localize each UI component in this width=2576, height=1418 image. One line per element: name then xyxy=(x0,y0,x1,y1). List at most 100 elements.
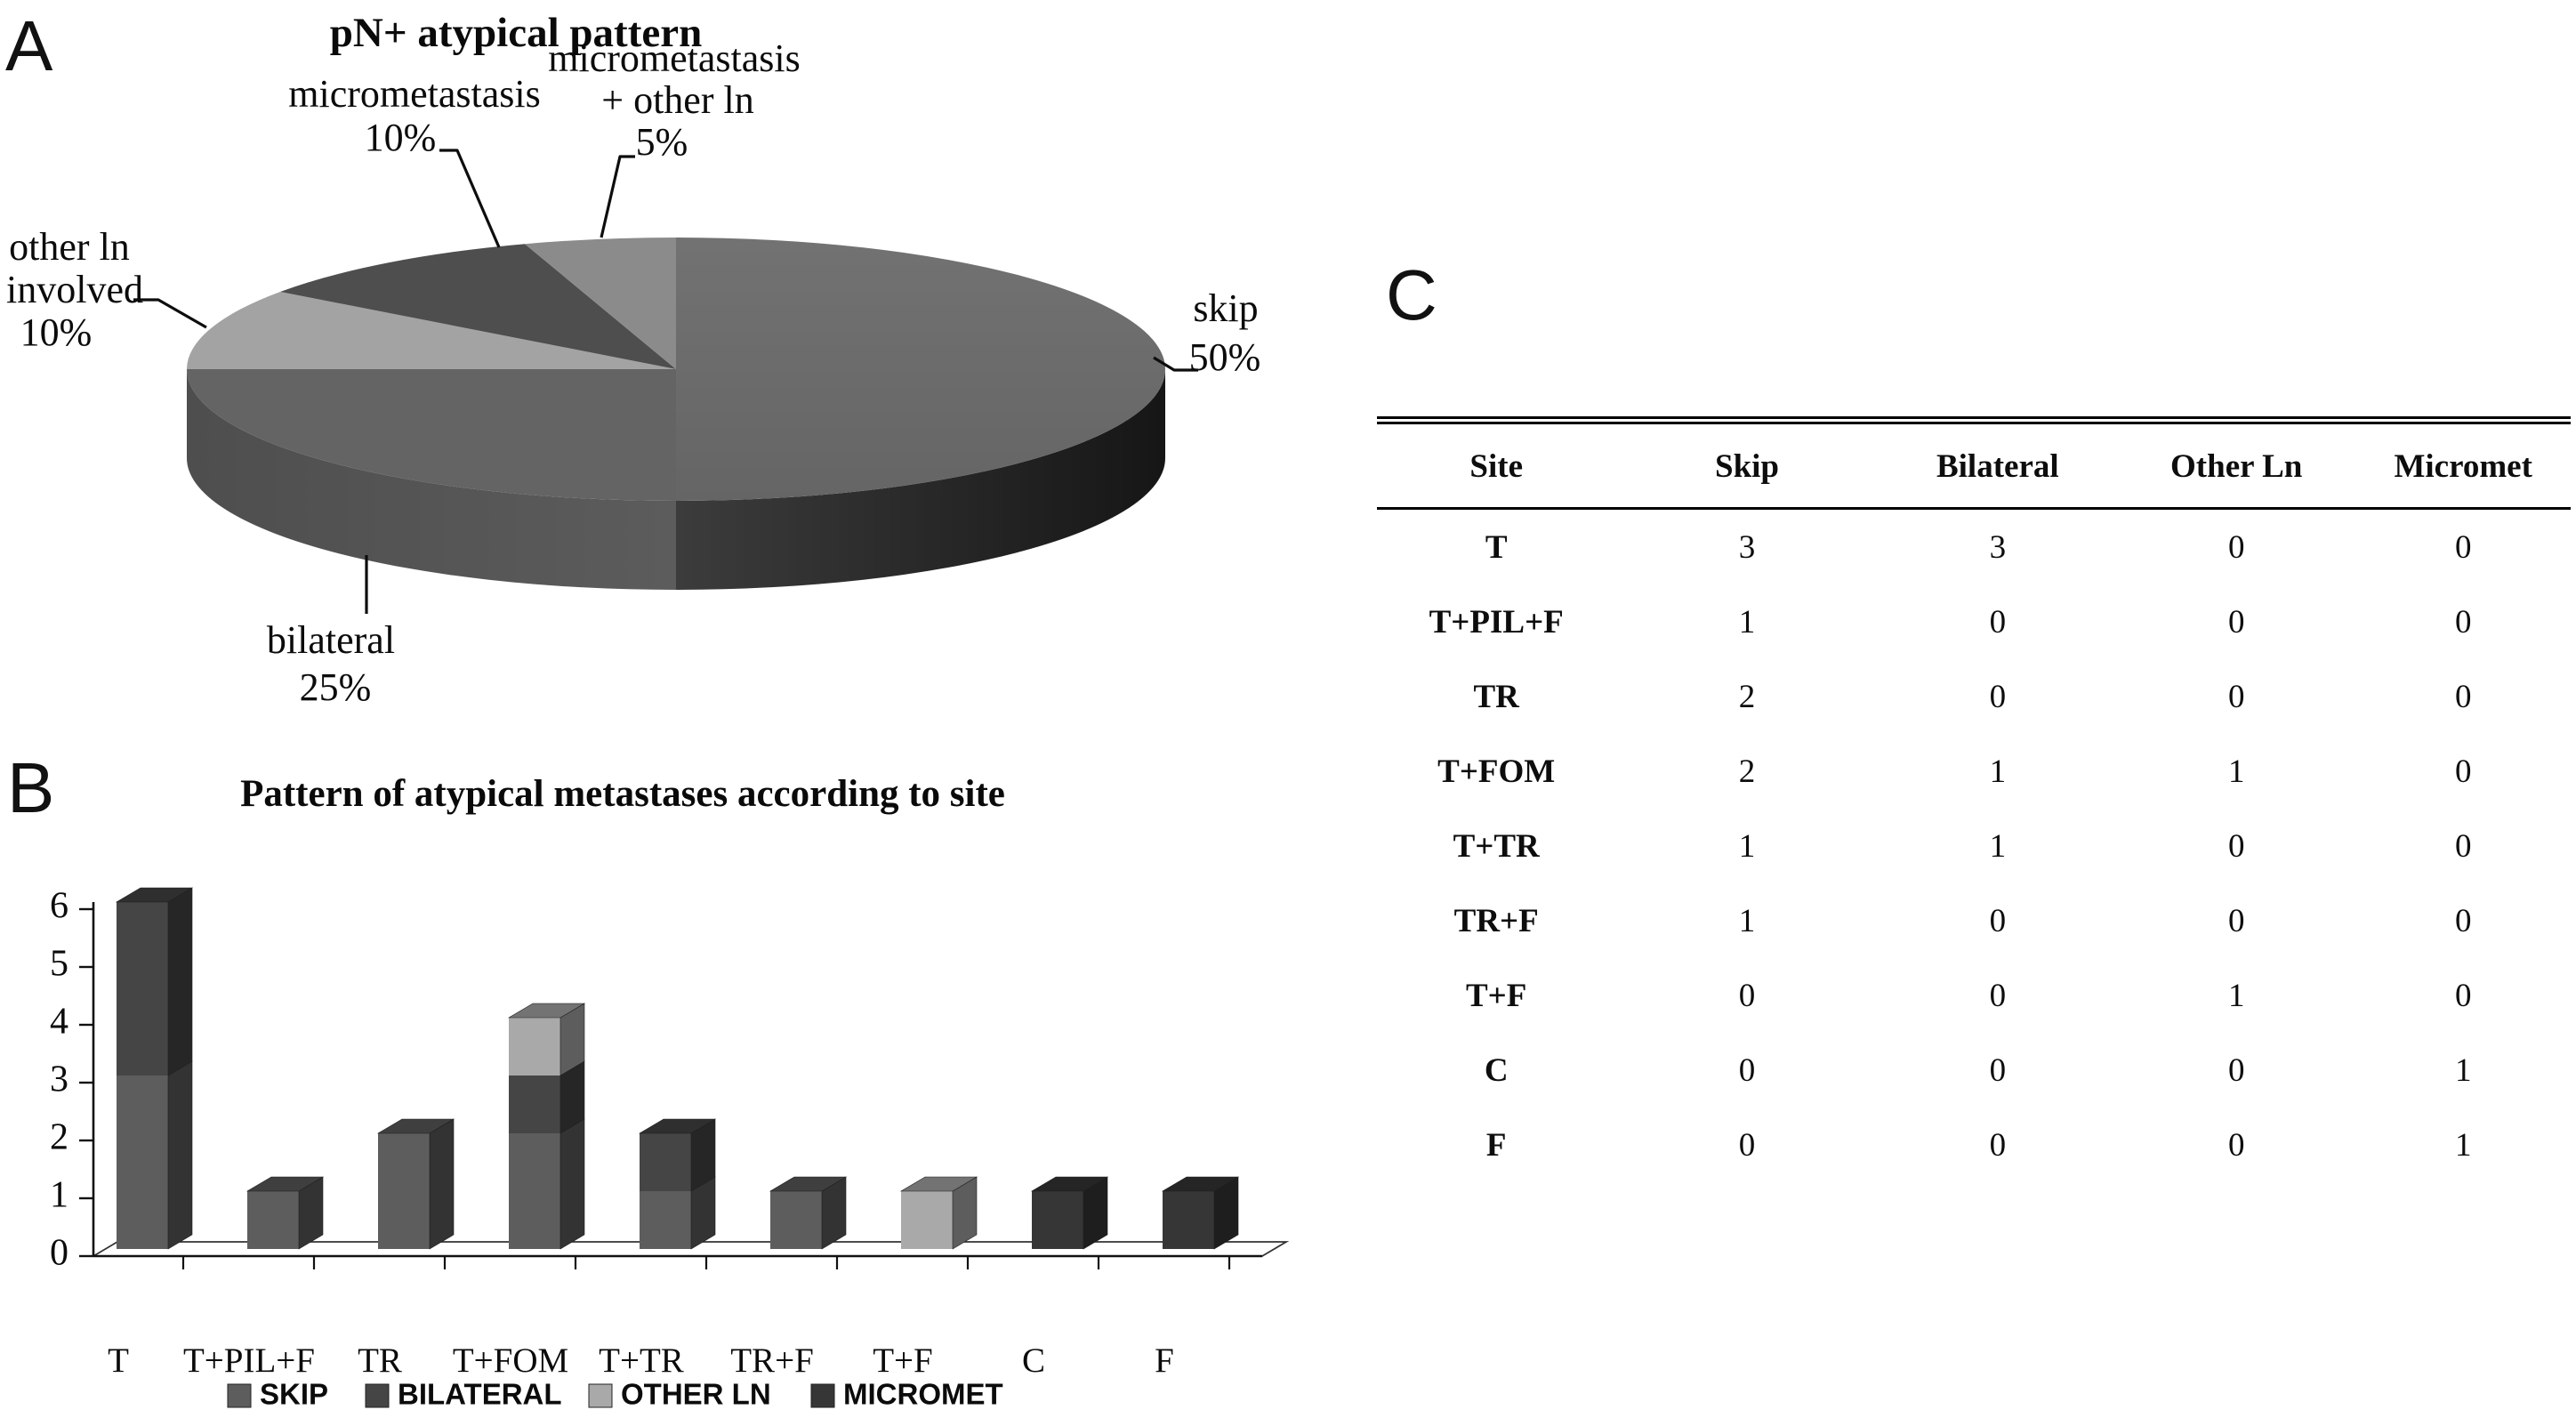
y-tick-label: 1 xyxy=(50,1175,68,1216)
y-tick-label: 4 xyxy=(50,1002,68,1043)
table-header-row: Site Skip Bilateral Other Ln Micromet xyxy=(1377,420,2571,510)
table-cell-value: 1 xyxy=(1989,827,2007,865)
table-cell-value: 0 xyxy=(1989,1126,2007,1164)
table-cell-value: 1 xyxy=(2454,1051,2472,1089)
table-cell-value: 1 xyxy=(2227,977,2245,1014)
bar-segment-side xyxy=(559,1118,585,1250)
bar-top-face xyxy=(115,887,194,903)
table-cell-value: 0 xyxy=(1738,1051,1756,1089)
table-cell-value: 0 xyxy=(2227,528,2245,566)
pie-label-line: micrometastasis xyxy=(548,36,801,80)
table-cell-value: 0 xyxy=(2227,827,2245,865)
table-cell-value: 0 xyxy=(2454,603,2472,641)
pie-label-line: 5% xyxy=(636,120,688,164)
table-cell-value: 0 xyxy=(2454,902,2472,939)
table-cell-value: 0 xyxy=(2227,678,2245,715)
bar-segment-other-ln xyxy=(901,1191,953,1249)
bar-top-face xyxy=(376,1118,455,1134)
pie-slice-other-ln-involved xyxy=(187,292,676,369)
table-row: TR+F 1 0 0 0 xyxy=(1377,883,2571,958)
legend-swatch-other-ln xyxy=(588,1383,613,1408)
pie-slice-micrometastasis-other-ln xyxy=(525,238,676,369)
bar-top-face xyxy=(1030,1176,1109,1192)
y-tick-label: 3 xyxy=(50,1059,68,1100)
bar-segment-skip xyxy=(247,1191,299,1249)
bar-segment-bilateral xyxy=(509,1076,560,1133)
bar-top-face xyxy=(507,1003,586,1019)
legend-swatch-bilateral xyxy=(365,1383,390,1408)
table-cell-value: 0 xyxy=(2227,603,2245,641)
table-cell-value: 0 xyxy=(1989,902,2007,939)
pie-label-line: 50% xyxy=(1189,335,1261,379)
pie-leader-line xyxy=(133,298,207,329)
table-row: T 3 3 0 0 xyxy=(1377,509,2571,585)
table-header-other-ln: Other Ln xyxy=(2117,420,2356,510)
pie-label-line: other ln xyxy=(9,225,130,269)
pie-slice-micrometastasis xyxy=(280,244,676,369)
bar-segment-bilateral xyxy=(640,1133,691,1191)
table-cell-value: 0 xyxy=(2227,902,2245,939)
table-cell-value: 0 xyxy=(1738,1126,1756,1164)
pie-label-line: skip xyxy=(1193,286,1258,330)
bar-segment-side xyxy=(167,887,193,1076)
pie-label-line: 25% xyxy=(300,665,372,709)
pie-label-line: involved xyxy=(6,268,143,311)
table-row: T+TR 1 1 0 0 xyxy=(1377,809,2571,883)
category-label-c: C xyxy=(1022,1341,1045,1380)
y-tick-label: 6 xyxy=(50,886,68,927)
bar-segment-skip xyxy=(509,1133,560,1249)
category-label-t-tr: T+TR xyxy=(599,1341,684,1380)
bar-top-face xyxy=(899,1176,978,1192)
bar-segment-micromet xyxy=(1163,1191,1214,1249)
pie-leader-line xyxy=(439,149,501,248)
table-header-site: Site xyxy=(1377,420,1616,510)
table-row: F 0 0 0 1 xyxy=(1377,1108,2571,1182)
bar-segment-skip xyxy=(640,1191,691,1249)
table-cell-value: 0 xyxy=(2454,977,2472,1014)
y-tick-label: 0 xyxy=(50,1233,68,1274)
table-cell-value: 0 xyxy=(2454,678,2472,715)
panel-a-label: A xyxy=(5,6,53,85)
category-label-t: T xyxy=(108,1341,129,1380)
table-cell-site: T+TR xyxy=(1453,827,1540,865)
table-header-micromet: Micromet xyxy=(2355,420,2571,510)
results-table-wrap: Site Skip Bilateral Other Ln Micromet T 3 3 0 0 T+… xyxy=(1377,416,2571,1182)
category-label-t-pil-f: T+PIL+F xyxy=(183,1341,315,1380)
table-cell-value: 0 xyxy=(2454,753,2472,790)
table-cell-value: 0 xyxy=(2454,528,2472,566)
table-cell-value: 0 xyxy=(2454,827,2472,865)
table-cell-value: 3 xyxy=(1738,528,1756,566)
table-cell-value: 0 xyxy=(2227,1126,2245,1164)
pie-chart-title: pN+ atypical pattern xyxy=(329,10,703,56)
table-row: C 0 0 0 1 xyxy=(1377,1033,2571,1108)
pie-leader-line xyxy=(600,155,635,238)
table-cell-site: TR+F xyxy=(1453,902,1539,939)
bar-top-face xyxy=(638,1118,717,1134)
table-cell-site: T+PIL+F xyxy=(1429,603,1564,641)
table-cell-value: 3 xyxy=(1989,528,2007,566)
bar-top-face xyxy=(769,1176,848,1192)
y-tick-label: 2 xyxy=(50,1117,68,1158)
legend-swatch-skip xyxy=(227,1383,252,1408)
table-cell-value: 1 xyxy=(1738,603,1756,641)
bar-segment-skip xyxy=(770,1191,822,1249)
table-cell-site: T xyxy=(1485,528,1508,566)
category-label-tr-f: TR+F xyxy=(730,1341,814,1380)
table-cell-value: 0 xyxy=(1738,977,1756,1014)
pie-leader-line xyxy=(1153,356,1198,372)
bar-segment-skip xyxy=(378,1133,430,1249)
pie-label-line: + other ln xyxy=(601,78,753,122)
pie-label-line: 10% xyxy=(365,116,437,159)
table-row: T+F 0 0 1 0 xyxy=(1377,958,2571,1033)
table-row: T+PIL+F 1 0 0 0 xyxy=(1377,584,2571,659)
table-cell-value: 1 xyxy=(1738,902,1756,939)
table-cell-value: 0 xyxy=(1989,977,2007,1014)
bar-segment-micromet xyxy=(1032,1191,1083,1249)
bar-segment-skip xyxy=(117,1076,168,1249)
table-cell-value: 0 xyxy=(1989,1051,2007,1089)
table-cell-site: F xyxy=(1485,1126,1507,1164)
pie-wall-skip xyxy=(676,369,1165,590)
table-cell-value: 2 xyxy=(1738,753,1756,790)
table-header-bilateral: Bilateral xyxy=(1878,420,2118,510)
